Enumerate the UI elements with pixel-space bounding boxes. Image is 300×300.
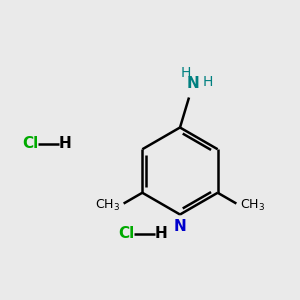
Text: N: N — [187, 76, 200, 92]
Text: CH$_3$: CH$_3$ — [95, 197, 120, 213]
Text: Cl: Cl — [118, 226, 134, 242]
Text: H: H — [58, 136, 71, 152]
Text: H: H — [181, 66, 191, 80]
Text: Cl: Cl — [22, 136, 38, 152]
Text: H: H — [154, 226, 167, 242]
Text: CH$_3$: CH$_3$ — [240, 197, 265, 213]
Text: H: H — [203, 75, 213, 88]
Text: N: N — [174, 219, 186, 234]
